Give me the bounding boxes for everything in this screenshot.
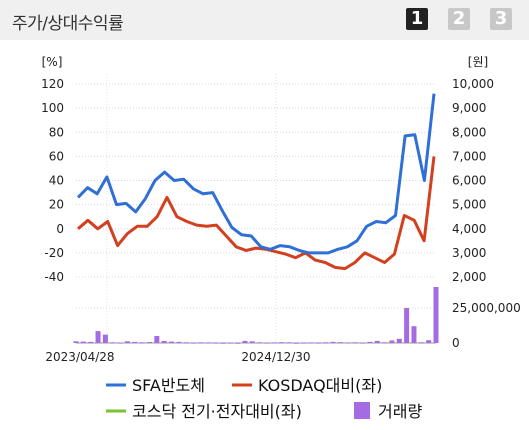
volume-bar (154, 336, 160, 343)
x-tick-label: 2023/04/28 (45, 350, 114, 364)
legend-label: 거래량 (378, 402, 422, 421)
volume-bar (132, 341, 138, 343)
right-tick-label: 3,000 (452, 246, 486, 260)
series-line (76, 93, 436, 255)
gridlines (76, 74, 436, 344)
volume-bar (323, 342, 329, 344)
series-line (77, 156, 436, 271)
volume-bar (382, 342, 388, 344)
volume-bar (191, 342, 197, 344)
series-lines (76, 93, 436, 271)
left-tick-label: -20 (44, 246, 64, 260)
volume-bars (73, 287, 439, 344)
volume-bar (345, 342, 351, 344)
volume-bar (183, 342, 189, 344)
right-tick-label: 5,000 (452, 198, 486, 212)
left-tick-label: 40 (49, 174, 64, 188)
right-tick-label: 7,000 (452, 149, 486, 163)
legend-label: KOSDAQ대비(좌) (258, 376, 382, 395)
volume-bar (271, 342, 277, 344)
right-tick-label: 8,000 (452, 125, 486, 139)
volume-bar (73, 341, 79, 343)
volume-bar (286, 342, 292, 344)
right-tick-label: 9,000 (452, 101, 486, 115)
volume-bar (352, 342, 358, 344)
volume-bar (389, 340, 395, 343)
period-tab-3[interactable]: 3 (490, 8, 512, 30)
volume-bar (213, 342, 219, 344)
right-tick-label: 2,000 (452, 270, 486, 284)
volume-bar (264, 342, 270, 344)
volume-bar (198, 342, 204, 344)
volume-bar (139, 342, 145, 344)
left-axis-ticks: 120 100 80 60 40 20 0 -20 -40 (41, 77, 64, 284)
x-axis-ticks: 2023/04/28 2024/12/30 (45, 350, 310, 364)
chart-header: 주가/상대수익률 1 2 3 (0, 0, 529, 40)
volume-bar (220, 342, 226, 344)
legend-label: 코스닥 전기·전자대비(좌) (132, 402, 302, 421)
left-tick-label: 0 (56, 222, 64, 236)
left-tick-label: 60 (49, 149, 64, 163)
volume-bar (426, 340, 432, 343)
left-tick-label: 120 (41, 77, 64, 91)
volume-bar (95, 331, 101, 343)
volume-bar (360, 342, 366, 344)
volume-bar (308, 342, 314, 344)
volume-bar (315, 342, 321, 344)
left-unit-label: [%] (42, 55, 63, 69)
volume-bar (227, 342, 233, 344)
legend-label: SFA반도체 (132, 376, 205, 395)
volume-bar (293, 342, 299, 344)
volume-bar (330, 341, 336, 343)
volume-tick-label: 0 (452, 336, 460, 350)
volume-bar (279, 342, 285, 344)
volume-bar (257, 342, 263, 344)
volume-bar (205, 342, 211, 344)
volume-bar (433, 287, 439, 343)
volume-bar (418, 342, 424, 344)
volume-bar (235, 342, 241, 344)
left-tick-label: -40 (44, 270, 64, 284)
period-tab-2[interactable]: 2 (448, 8, 470, 30)
legend-swatch (354, 402, 370, 419)
volume-bar (242, 340, 248, 343)
volume-bar (102, 334, 108, 343)
volume-bar (404, 308, 410, 343)
period-tab-1[interactable]: 1 (406, 8, 428, 30)
volume-bar (161, 340, 167, 343)
right-tick-label: 6,000 (452, 174, 486, 188)
right-axis-ticks: 10,000 9,000 8,000 7,000 6,000 5,000 4,000 3,00… (452, 77, 494, 284)
volume-bar (88, 341, 94, 343)
volume-bar (117, 342, 123, 344)
right-tick-label: 4,000 (452, 222, 486, 236)
volume-bar (169, 341, 175, 343)
volume-bar (396, 338, 402, 343)
right-tick-label: 10,000 (452, 77, 494, 91)
volume-bar (110, 342, 116, 344)
volume-bar (176, 341, 182, 343)
volume-bar (337, 342, 343, 344)
volume-bar (146, 342, 152, 344)
left-tick-label: 100 (41, 101, 64, 115)
volume-bar (124, 341, 130, 343)
volume-bar (411, 326, 417, 343)
volume-axis-ticks: 25,000,000 0 (452, 301, 521, 350)
volume-bar (374, 340, 380, 343)
chart-title: 주가/상대수익률 (12, 14, 124, 34)
left-tick-label: 20 (49, 198, 64, 212)
left-tick-label: 80 (49, 125, 64, 139)
volume-bar (80, 341, 86, 343)
chart-legend: SFA반도체 KOSDAQ대비(좌) 코스닥 전기·전자대비(좌) 거래량 (106, 376, 422, 421)
volume-tick-label: 25,000,000 (452, 301, 521, 315)
right-unit-label: [원] (468, 55, 488, 69)
volume-bar (249, 341, 255, 343)
volume-bar (301, 342, 307, 344)
volume-bar (367, 341, 373, 343)
x-tick-label: 2024/12/30 (241, 350, 310, 364)
